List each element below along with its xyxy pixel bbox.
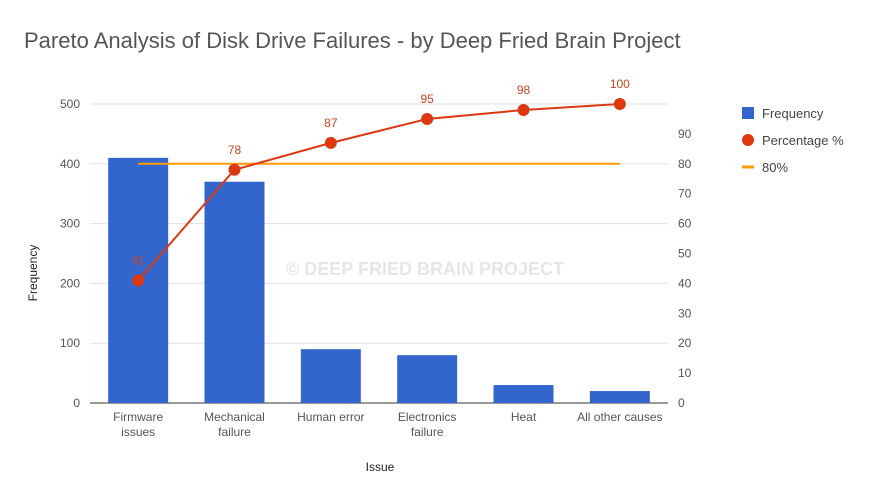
y-tick-label: 0 — [73, 396, 80, 410]
bar — [300, 349, 361, 403]
legend-swatch-dot — [742, 134, 754, 146]
x-tick-label: Firmware — [113, 410, 163, 424]
percentage-data-label: 41 — [131, 253, 145, 267]
percentage-data-label: 95 — [420, 92, 434, 106]
x-axis-title: Issue — [366, 460, 395, 474]
watermark: © DEEP FRIED BRAIN PROJECT — [286, 259, 564, 279]
y2-tick-label: 10 — [678, 366, 692, 380]
percentage-series: 41 78 87 95 98 100 — [131, 77, 630, 287]
bar — [204, 181, 265, 403]
x-tick-label: Mechanical — [204, 410, 265, 424]
percentage-point — [132, 274, 145, 287]
legend-swatch-bar — [742, 107, 754, 119]
y2-axis-ticks: 0 10 20 30 40 50 60 70 80 90 — [678, 127, 692, 410]
percentage-data-label: 98 — [517, 83, 531, 97]
y-tick-label: 500 — [60, 97, 80, 111]
y-tick-label: 400 — [60, 157, 80, 171]
bar — [493, 385, 554, 403]
y2-tick-label: 70 — [678, 187, 692, 201]
y-tick-label: 200 — [60, 276, 80, 290]
y2-tick-label: 20 — [678, 336, 692, 350]
percentage-point — [324, 136, 337, 149]
x-tick-label: failure — [218, 425, 251, 439]
y-tick-label: 300 — [60, 217, 80, 231]
x-tick-label: Heat — [511, 410, 537, 424]
y-axis-ticks: 0 100 200 300 400 500 — [60, 97, 80, 410]
legend-label: Frequency — [762, 106, 824, 121]
y2-tick-label: 50 — [678, 247, 692, 261]
bar-series — [108, 157, 650, 403]
bar — [397, 355, 458, 403]
percentage-point — [613, 98, 626, 110]
percentage-data-label: 87 — [324, 116, 338, 130]
y2-tick-label: 0 — [678, 396, 685, 410]
percentage-line — [137, 103, 620, 282]
y2-tick-label: 90 — [678, 127, 692, 141]
y-tick-label: 100 — [60, 336, 80, 350]
y-axis-title: Frequency — [26, 245, 40, 302]
bar — [589, 391, 650, 403]
y2-tick-label: 60 — [678, 217, 692, 231]
x-tick-label: Electronics — [398, 410, 457, 424]
x-tick-label: issues — [121, 425, 155, 439]
chart-title: Pareto Analysis of Disk Drive Failures -… — [24, 28, 681, 53]
percentage-point — [517, 103, 530, 116]
percentage-point — [228, 163, 241, 176]
legend-label: 80% — [762, 160, 788, 175]
legend-label: Percentage % — [762, 133, 844, 148]
percentage-point — [421, 112, 434, 125]
x-tick-label: All other causes — [577, 410, 662, 424]
percentage-data-label: 78 — [228, 143, 242, 157]
percentage-data-label: 100 — [610, 77, 630, 91]
y2-tick-label: 80 — [678, 157, 692, 171]
gridlines — [90, 103, 668, 404]
legend: Frequency Percentage % 80% — [742, 106, 844, 175]
x-tick-label: failure — [411, 425, 444, 439]
y2-tick-label: 30 — [678, 306, 692, 320]
y2-tick-label: 40 — [678, 276, 692, 290]
x-tick-label: Human error — [297, 410, 364, 424]
